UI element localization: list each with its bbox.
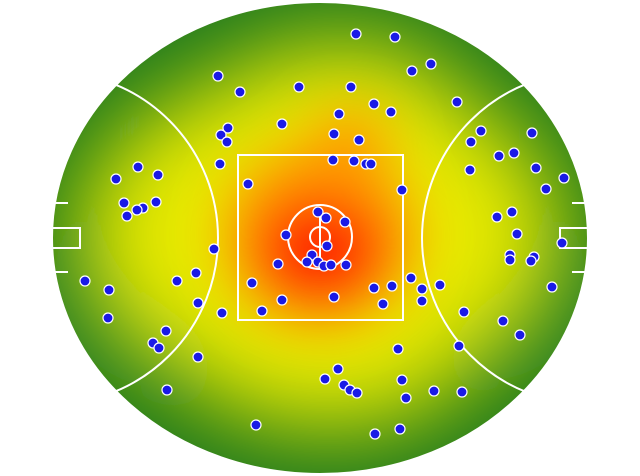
point xyxy=(102,312,114,324)
point xyxy=(340,259,352,271)
point xyxy=(396,374,408,386)
point xyxy=(353,134,365,146)
point xyxy=(215,129,227,141)
point xyxy=(514,329,526,341)
point xyxy=(546,281,558,293)
point xyxy=(222,122,234,134)
point xyxy=(325,259,337,271)
point xyxy=(339,216,351,228)
point xyxy=(312,206,324,218)
point xyxy=(525,255,537,267)
point xyxy=(190,267,202,279)
point xyxy=(558,172,570,184)
point xyxy=(121,210,133,222)
point xyxy=(276,118,288,130)
point xyxy=(428,385,440,397)
point xyxy=(497,315,509,327)
point xyxy=(208,243,220,255)
point xyxy=(416,295,428,307)
point xyxy=(280,229,292,241)
point xyxy=(464,164,476,176)
point xyxy=(396,184,408,196)
point xyxy=(332,363,344,375)
point xyxy=(221,136,233,148)
point xyxy=(161,384,173,396)
point xyxy=(110,173,122,185)
point xyxy=(425,58,437,70)
point xyxy=(319,373,331,385)
point xyxy=(368,98,380,110)
point xyxy=(377,298,389,310)
point xyxy=(171,275,183,287)
point xyxy=(320,212,332,224)
point xyxy=(369,428,381,440)
point xyxy=(246,277,258,289)
point xyxy=(212,70,224,82)
point xyxy=(327,154,339,166)
point xyxy=(345,81,357,93)
point xyxy=(272,258,284,270)
point xyxy=(508,147,520,159)
point xyxy=(475,125,487,137)
point xyxy=(540,183,552,195)
point xyxy=(234,86,246,98)
point xyxy=(351,387,363,399)
point xyxy=(389,31,401,43)
point xyxy=(214,158,226,170)
point xyxy=(405,272,417,284)
point xyxy=(416,283,428,295)
point xyxy=(150,196,162,208)
point xyxy=(328,128,340,140)
point xyxy=(131,204,143,216)
point xyxy=(118,197,130,209)
point xyxy=(242,178,254,190)
point xyxy=(453,340,465,352)
point xyxy=(333,108,345,120)
point xyxy=(293,81,305,93)
point xyxy=(350,28,362,40)
point xyxy=(192,297,204,309)
point xyxy=(256,305,268,317)
point xyxy=(506,206,518,218)
point xyxy=(103,284,115,296)
point xyxy=(365,158,377,170)
point xyxy=(465,136,477,148)
point xyxy=(458,306,470,318)
point xyxy=(406,65,418,77)
point xyxy=(491,211,503,223)
point xyxy=(152,169,164,181)
point xyxy=(301,256,313,268)
point xyxy=(321,240,333,252)
point xyxy=(451,96,463,108)
point xyxy=(192,351,204,363)
point xyxy=(216,307,228,319)
point xyxy=(153,342,165,354)
point xyxy=(434,279,446,291)
point xyxy=(511,228,523,240)
point xyxy=(386,280,398,292)
point xyxy=(328,291,340,303)
point xyxy=(160,325,172,337)
point xyxy=(530,162,542,174)
point xyxy=(400,392,412,404)
point xyxy=(79,275,91,287)
point xyxy=(132,161,144,173)
point xyxy=(385,106,397,118)
point xyxy=(456,386,468,398)
point xyxy=(504,254,516,266)
point xyxy=(493,150,505,162)
point xyxy=(348,155,360,167)
point xyxy=(394,423,406,435)
point xyxy=(368,282,380,294)
points xyxy=(79,28,570,440)
point xyxy=(276,294,288,306)
point xyxy=(556,237,568,249)
point xyxy=(392,343,404,355)
point xyxy=(526,127,538,139)
point xyxy=(250,419,262,431)
